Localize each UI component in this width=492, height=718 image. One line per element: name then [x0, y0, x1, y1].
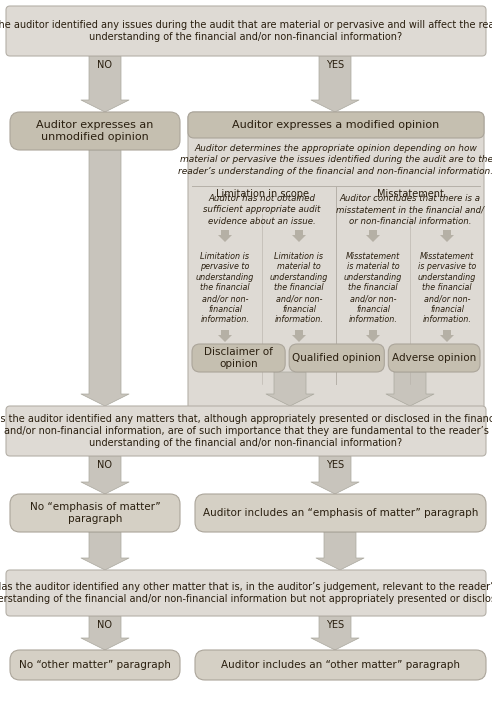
FancyBboxPatch shape [188, 112, 484, 138]
Text: Auditor expresses an
unmodified opinion: Auditor expresses an unmodified opinion [36, 120, 154, 142]
FancyBboxPatch shape [289, 344, 384, 372]
Text: Disclaimer of
opinion: Disclaimer of opinion [204, 347, 273, 369]
Polygon shape [366, 330, 380, 342]
Text: Auditor determines the appropriate opinion depending on how
material or pervasiv: Auditor determines the appropriate opini… [179, 144, 492, 176]
Text: Auditor concludes that there is a
misstatement in the financial and/
or non-fina: Auditor concludes that there is a missta… [336, 195, 484, 225]
Polygon shape [81, 56, 129, 112]
Text: Misstatement
is pervasive to
understanding
the financial
and/or non-
financial
i: Misstatement is pervasive to understandi… [418, 252, 476, 324]
Polygon shape [218, 230, 232, 242]
Text: YES: YES [326, 460, 344, 470]
Text: No “emphasis of matter”
paragraph: No “emphasis of matter” paragraph [30, 502, 160, 524]
Polygon shape [366, 230, 380, 242]
Text: Limitation is
material to
understanding
the financial
and/or non-
financial
info: Limitation is material to understanding … [270, 252, 328, 324]
Text: YES: YES [326, 620, 344, 630]
FancyBboxPatch shape [10, 494, 180, 532]
Polygon shape [292, 230, 306, 242]
FancyBboxPatch shape [6, 570, 486, 616]
Text: Limitation in scope: Limitation in scope [215, 189, 308, 199]
FancyBboxPatch shape [195, 650, 486, 680]
Polygon shape [218, 330, 232, 342]
Polygon shape [81, 456, 129, 494]
Text: Misstatement
is material to
understanding
the financial
and/or non-
financial
in: Misstatement is material to understandin… [344, 252, 402, 324]
FancyBboxPatch shape [188, 112, 484, 422]
Polygon shape [440, 230, 454, 242]
Text: NO: NO [97, 60, 113, 70]
Text: Auditor expresses a modified opinion: Auditor expresses a modified opinion [232, 120, 440, 130]
FancyBboxPatch shape [6, 6, 486, 56]
Polygon shape [311, 56, 359, 112]
Polygon shape [266, 372, 314, 406]
Polygon shape [311, 456, 359, 494]
Text: Auditor includes an “other matter” paragraph: Auditor includes an “other matter” parag… [221, 660, 460, 670]
Text: Has the auditor identified any issues during the audit that are material or perv: Has the auditor identified any issues du… [0, 19, 492, 42]
Text: Misstatement: Misstatement [376, 189, 443, 199]
Text: Has the auditor identified any other matter that is, in the auditor’s judgement,: Has the auditor identified any other mat… [0, 582, 492, 605]
FancyBboxPatch shape [388, 344, 480, 372]
Text: NO: NO [97, 620, 113, 630]
FancyBboxPatch shape [10, 112, 180, 150]
Polygon shape [81, 532, 129, 570]
FancyBboxPatch shape [192, 344, 285, 372]
Text: YES: YES [326, 60, 344, 70]
Polygon shape [386, 372, 434, 406]
FancyBboxPatch shape [6, 406, 486, 456]
FancyBboxPatch shape [10, 650, 180, 680]
Text: No “other matter” paragraph: No “other matter” paragraph [19, 660, 171, 670]
Text: Adverse opinion: Adverse opinion [392, 353, 476, 363]
Text: Auditor has not obtained
sufficient appropriate audit
evidence about an issue.: Auditor has not obtained sufficient appr… [203, 195, 321, 225]
Polygon shape [311, 616, 359, 650]
FancyBboxPatch shape [195, 494, 486, 532]
Polygon shape [440, 330, 454, 342]
Polygon shape [81, 616, 129, 650]
Polygon shape [81, 150, 129, 406]
Text: Limitation is
pervasive to
understanding
the financial
and/or non-
financial
inf: Limitation is pervasive to understanding… [196, 252, 254, 324]
Text: NO: NO [97, 460, 113, 470]
Polygon shape [316, 532, 364, 570]
Text: Has the auditor identified any matters that, although appropriately presented or: Has the auditor identified any matters t… [0, 414, 492, 449]
Text: Auditor includes an “emphasis of matter” paragraph: Auditor includes an “emphasis of matter”… [203, 508, 478, 518]
Polygon shape [292, 330, 306, 342]
Text: Qualified opinion: Qualified opinion [292, 353, 381, 363]
